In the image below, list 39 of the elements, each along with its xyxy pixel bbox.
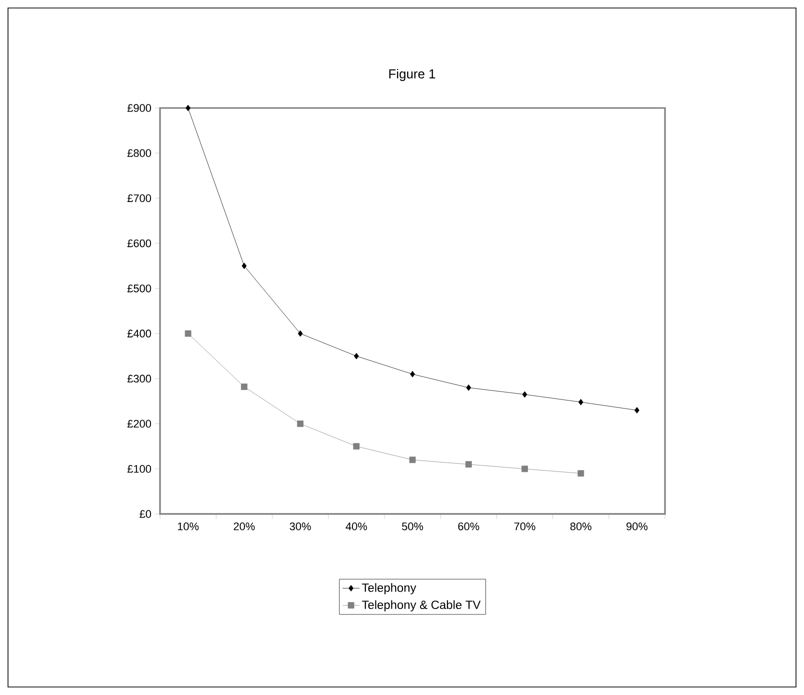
chart-title: Figure 1 <box>389 68 436 82</box>
point <box>465 461 472 468</box>
point <box>578 470 584 477</box>
y-tick-label: £100 <box>127 465 152 473</box>
y-tick-label: £200 <box>127 420 152 428</box>
point <box>240 384 248 390</box>
y-tick-label: £300 <box>127 374 152 383</box>
x-tick-label: 60% <box>458 522 480 530</box>
point <box>354 352 359 360</box>
x-tick-label: 80% <box>570 522 592 530</box>
point <box>297 420 304 427</box>
legend-label: Telephony & Cable TV <box>362 600 481 612</box>
legend-label: Telephony <box>362 583 416 594</box>
point <box>634 407 640 414</box>
x-tick-label: 50% <box>402 522 424 530</box>
point <box>184 330 192 337</box>
y-tick-label: £400 <box>127 330 152 338</box>
point <box>466 384 472 391</box>
point <box>186 104 191 112</box>
y-tick-label: £700 <box>127 194 152 202</box>
y-tick-label: £600 <box>127 239 152 248</box>
point <box>353 443 360 450</box>
point <box>522 466 528 472</box>
point <box>578 398 584 406</box>
point <box>409 456 416 464</box>
x-tick-label: 70% <box>514 522 536 530</box>
x-tick-label: 30% <box>290 522 311 530</box>
y-tick-label: £500 <box>127 284 152 292</box>
point <box>242 262 247 270</box>
y-tick-label: £0 <box>140 510 152 518</box>
x-tick-label: 10% <box>178 522 199 530</box>
y-tick-label: £800 <box>127 149 152 157</box>
point <box>522 391 528 398</box>
x-tick-label: 40% <box>346 522 367 530</box>
point <box>298 330 303 337</box>
y-tick-label: £900 <box>127 104 152 112</box>
x-tick-label: 90% <box>626 522 648 530</box>
point <box>410 370 415 378</box>
x-tick-label: 20% <box>234 522 255 530</box>
